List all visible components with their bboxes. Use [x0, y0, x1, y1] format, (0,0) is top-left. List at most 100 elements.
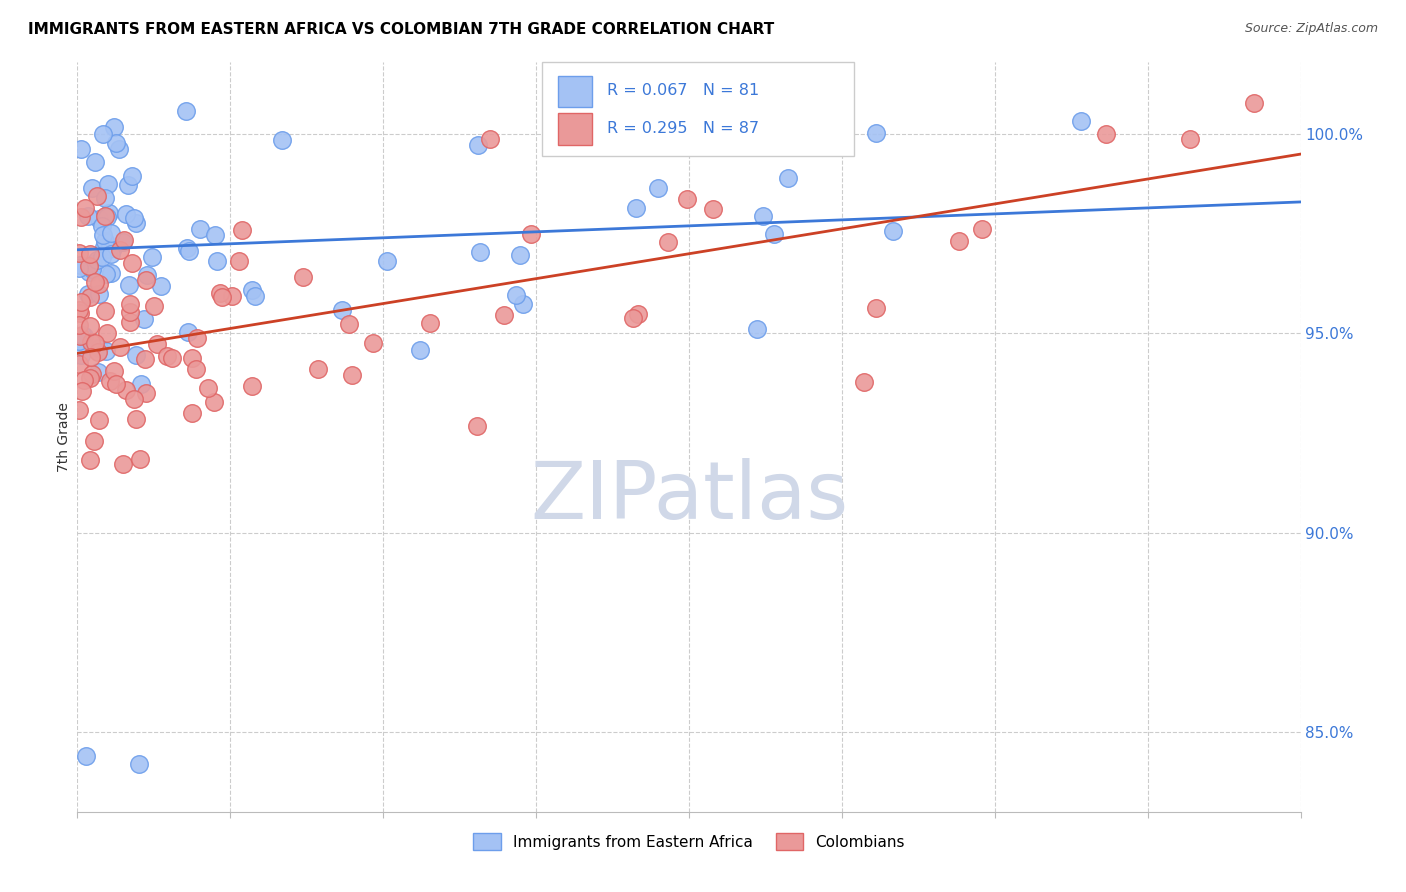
Point — [204, 228, 226, 243]
Point — [512, 296, 534, 310]
Point — [852, 375, 875, 389]
Point — [307, 361, 329, 376]
Point — [181, 351, 204, 365]
Point — [188, 221, 211, 235]
Point — [134, 312, 156, 326]
Y-axis label: 7th Grade: 7th Grade — [58, 402, 72, 472]
Point — [202, 394, 225, 409]
Point — [121, 256, 143, 270]
Point — [120, 305, 142, 319]
Point — [647, 181, 669, 195]
Point — [751, 210, 773, 224]
Point — [86, 189, 108, 203]
Point — [141, 250, 163, 264]
Point — [363, 335, 385, 350]
Point — [1069, 113, 1091, 128]
Point — [83, 434, 105, 449]
Point — [865, 126, 887, 140]
Point — [73, 329, 96, 343]
Point — [69, 347, 91, 361]
Point — [87, 277, 110, 292]
Point — [98, 205, 121, 219]
Point — [100, 247, 122, 261]
Point — [118, 315, 141, 329]
Point — [509, 247, 531, 261]
Point — [972, 221, 994, 235]
Point — [162, 351, 184, 365]
Point — [87, 341, 110, 355]
Point — [77, 259, 100, 273]
Point — [245, 289, 267, 303]
Point — [657, 235, 679, 250]
Point — [80, 334, 103, 349]
Point — [122, 211, 145, 225]
Point — [505, 288, 527, 302]
Point — [332, 302, 354, 317]
Point — [108, 340, 131, 354]
Point — [90, 250, 112, 264]
Point — [100, 227, 122, 241]
Point — [627, 307, 650, 321]
Point — [125, 412, 148, 426]
Point — [242, 283, 264, 297]
Point — [143, 299, 166, 313]
Point — [105, 136, 128, 150]
Point — [419, 316, 441, 330]
Point — [112, 235, 135, 249]
Point — [778, 171, 800, 186]
Point — [84, 336, 107, 351]
Point — [763, 227, 786, 241]
Point — [87, 287, 110, 301]
Point — [209, 286, 232, 301]
Point — [94, 191, 117, 205]
Point — [375, 253, 398, 268]
Point — [97, 178, 120, 192]
Point — [882, 224, 904, 238]
Point — [337, 317, 360, 331]
Point — [676, 192, 699, 206]
Point — [467, 137, 489, 152]
Point — [626, 201, 648, 215]
Point — [75, 748, 97, 763]
Point — [110, 243, 132, 257]
Point — [124, 348, 146, 362]
Point — [90, 219, 112, 233]
Point — [84, 275, 107, 289]
Point — [108, 143, 131, 157]
Point — [135, 268, 157, 282]
FancyBboxPatch shape — [543, 62, 853, 156]
Point — [621, 311, 644, 326]
Point — [240, 379, 263, 393]
Point — [494, 308, 516, 322]
Point — [115, 383, 138, 397]
Point — [94, 209, 117, 223]
Point — [1243, 96, 1265, 111]
Point — [121, 169, 143, 184]
Point — [67, 318, 90, 332]
Point — [112, 233, 135, 247]
Point — [79, 290, 101, 304]
Point — [79, 247, 101, 261]
Point — [100, 266, 122, 280]
Point — [70, 328, 93, 343]
Point — [184, 361, 207, 376]
Point — [67, 334, 90, 348]
Point — [70, 384, 93, 398]
Point — [69, 294, 91, 309]
Point — [340, 368, 363, 383]
Point — [93, 240, 115, 254]
Point — [129, 377, 152, 392]
Point — [82, 261, 104, 276]
Point — [129, 452, 152, 467]
Point — [94, 303, 117, 318]
Point — [408, 343, 430, 358]
Point — [79, 318, 101, 333]
Point — [69, 328, 91, 343]
Point — [79, 265, 101, 279]
Point — [118, 297, 141, 311]
Point — [67, 261, 90, 276]
Point — [98, 242, 121, 256]
Point — [128, 756, 150, 771]
Point — [111, 457, 134, 471]
Point — [291, 270, 314, 285]
